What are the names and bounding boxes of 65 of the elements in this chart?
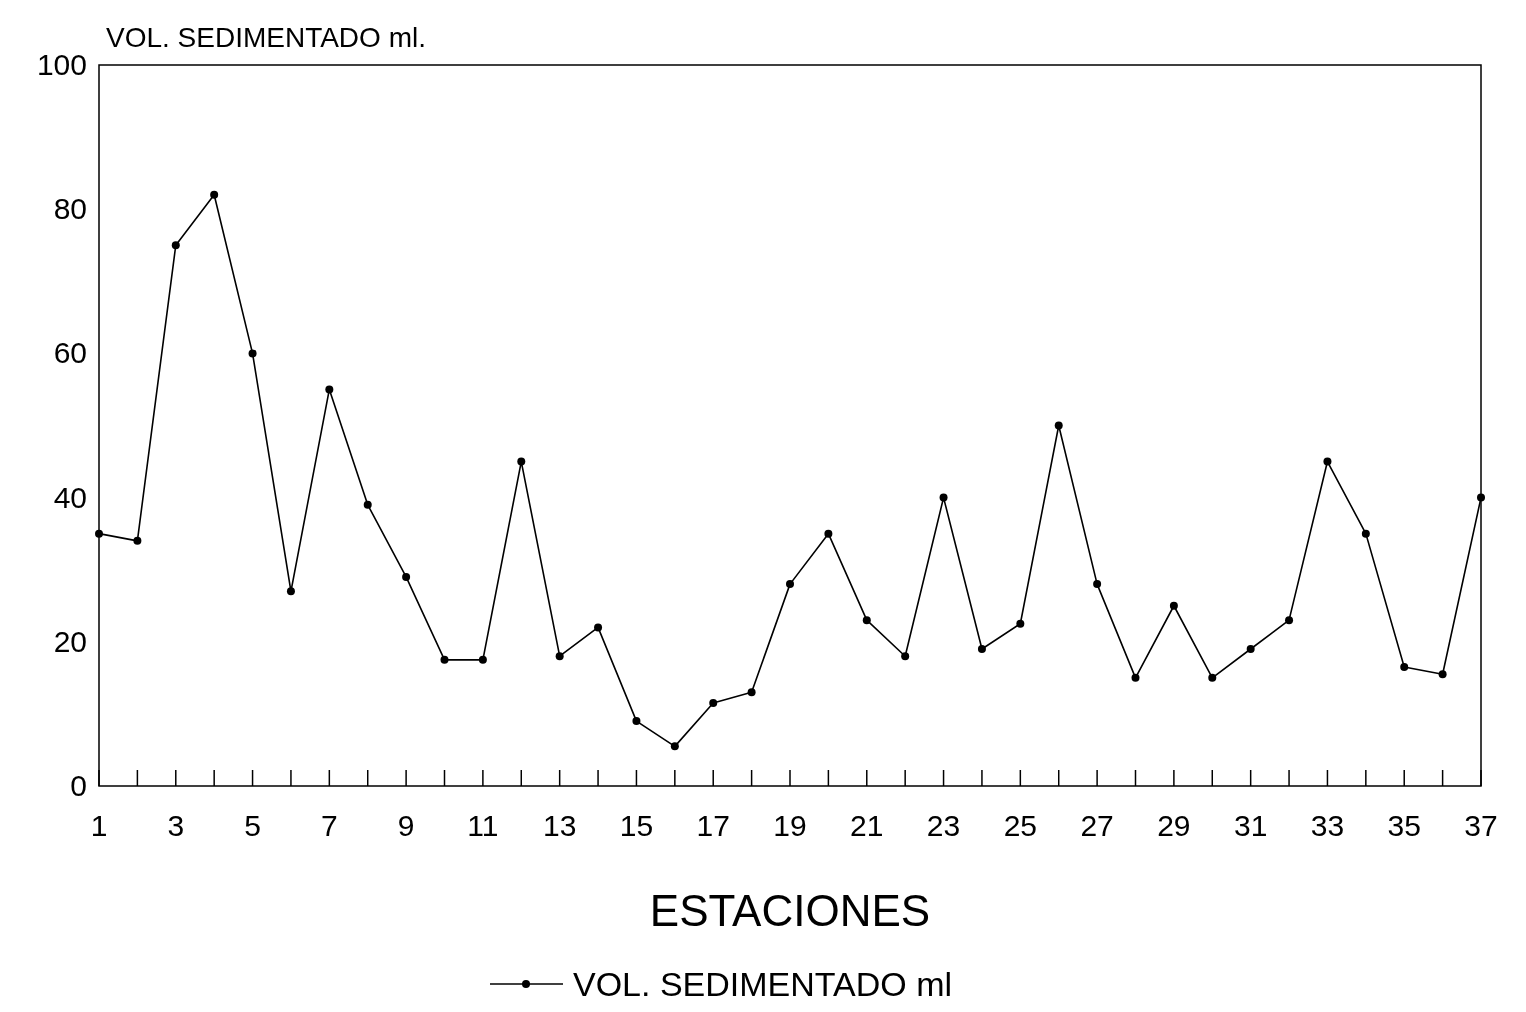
point (632, 717, 641, 726)
point (977, 645, 986, 654)
point (862, 616, 871, 625)
x-tick-label: 17 (696, 809, 730, 842)
x-tick-label: 9 (397, 809, 415, 842)
point (95, 529, 103, 538)
x-tick-label: 25 (1003, 809, 1038, 842)
point (517, 457, 526, 466)
x-tick-label: 1 (90, 809, 108, 842)
point (171, 241, 180, 250)
y-tick-label: 0 (70, 769, 87, 802)
x-tick-label: 29 (1157, 809, 1191, 842)
x-tick-label: 23 (926, 809, 961, 842)
point (1208, 673, 1217, 682)
point (1054, 421, 1063, 430)
x-tick-label: 13 (542, 809, 577, 842)
y-tick-label: 20 (53, 624, 87, 658)
point (1246, 645, 1255, 654)
point (248, 349, 257, 358)
point (670, 742, 679, 751)
y-tick-label: 40 (53, 480, 87, 514)
point (286, 587, 295, 596)
point (210, 190, 219, 199)
point (325, 385, 334, 394)
y-tick-label: 100 (36, 48, 87, 81)
point (747, 688, 756, 697)
point (709, 699, 718, 708)
x-tick-label: 3 (167, 809, 185, 842)
x-axis-title: ESTACIONES (649, 886, 931, 935)
x-tick-label: 11 (467, 809, 499, 842)
point (133, 536, 142, 545)
x-tick-label: 33 (1310, 809, 1345, 842)
x-tick-label: 31 (1233, 809, 1268, 842)
point (478, 655, 487, 664)
point (1093, 580, 1102, 589)
point (1016, 619, 1025, 628)
x-tick-label: 27 (1080, 809, 1114, 842)
point (1131, 673, 1140, 682)
x-tick-label: 21 (850, 809, 884, 842)
y-axis-title: VOL. SEDIMENTADO ml. (106, 22, 426, 53)
x-tick-label: 5 (244, 809, 261, 842)
point (1169, 601, 1178, 610)
point (901, 652, 910, 661)
point (1477, 493, 1485, 502)
x-tick-label: 19 (773, 809, 807, 842)
x-tick-label: 7 (320, 809, 338, 842)
point (939, 493, 948, 502)
point (1361, 529, 1370, 538)
point (1285, 616, 1294, 625)
point (824, 529, 833, 538)
point (1438, 670, 1447, 679)
point (1323, 457, 1332, 466)
legend-label: VOL. SEDIMENTADO ml (573, 965, 953, 1003)
point (786, 580, 794, 589)
y-tick-label: 80 (53, 192, 87, 226)
point (363, 500, 372, 509)
point (594, 623, 603, 632)
point (440, 655, 449, 664)
y-tick-label: 60 (53, 336, 87, 370)
point (402, 572, 411, 581)
x-tick-label: 15 (619, 809, 654, 842)
point (555, 652, 564, 661)
x-tick-label: 35 (1387, 809, 1421, 842)
x-tick-label: 37 (1464, 809, 1498, 842)
point (1400, 663, 1409, 672)
